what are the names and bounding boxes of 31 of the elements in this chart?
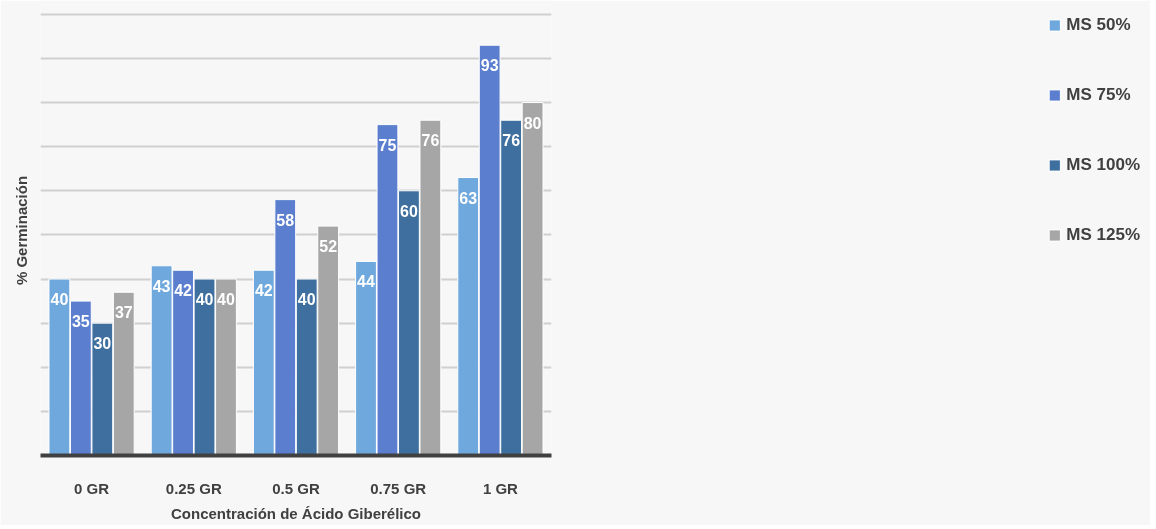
data-label: 37 — [114, 304, 133, 322]
x-tick-label: 1 GR — [482, 479, 519, 497]
data-label: 40 — [297, 291, 316, 309]
data-label: 93 — [480, 57, 499, 75]
data-label: 40 — [195, 291, 214, 309]
data-label: 43 — [152, 277, 171, 295]
data-label: 58 — [276, 211, 295, 229]
data-label: 42 — [174, 282, 193, 300]
legend-label: MS 75% — [1066, 85, 1131, 105]
data-label: 76 — [421, 132, 440, 150]
data-label: 52 — [319, 238, 338, 256]
data-label: 75 — [378, 136, 397, 154]
x-tick-label: 0.75 GR — [370, 479, 427, 497]
data-label: 30 — [93, 335, 112, 353]
data-label: 76 — [502, 132, 521, 150]
data-label: 40 — [50, 291, 69, 309]
data-label: 80 — [523, 114, 542, 132]
data-label: 44 — [357, 273, 376, 291]
legend-label: MS 100% — [1066, 155, 1140, 175]
x-tick-label: 0.25 GR — [165, 479, 222, 497]
data-label: 40 — [217, 291, 235, 309]
x-tick-label: 0 GR — [74, 479, 110, 497]
data-label: 63 — [459, 189, 478, 207]
y-axis-title: % Germinación — [12, 175, 30, 286]
legend-label: MS 50% — [1066, 15, 1131, 35]
data-label: 60 — [400, 202, 418, 220]
data-label: 35 — [71, 313, 90, 331]
legend-label: MS 125% — [1066, 225, 1140, 245]
data-label: 42 — [254, 282, 273, 300]
x-tick-label: 0.5 GR — [272, 479, 320, 497]
x-axis-title: Concentración de Ácido Giberélico — [170, 504, 422, 522]
